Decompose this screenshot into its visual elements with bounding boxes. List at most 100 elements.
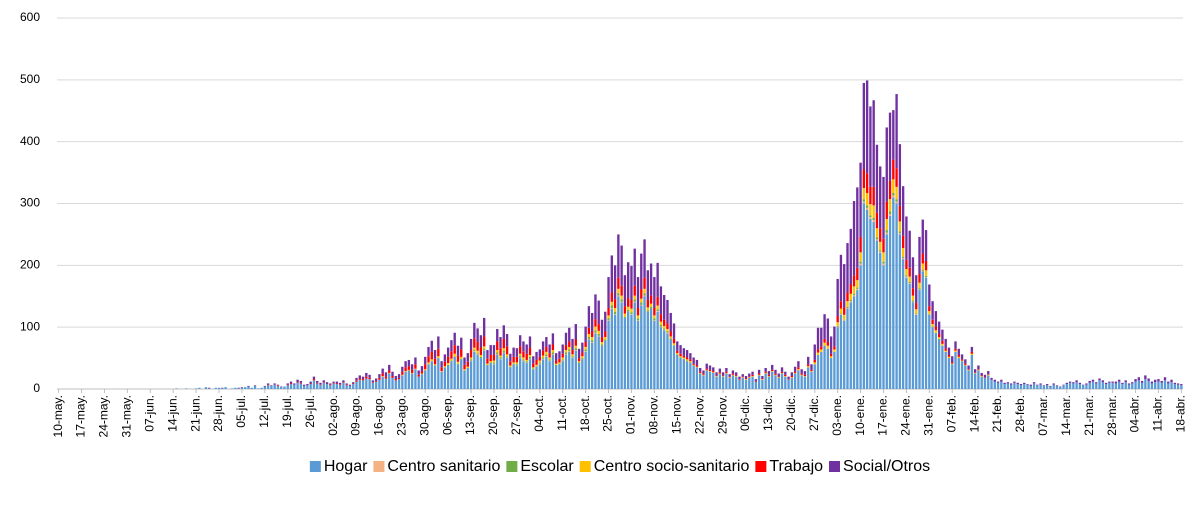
bar-segment — [384, 372, 388, 377]
bar-segment — [898, 234, 902, 389]
bar-segment — [424, 364, 427, 370]
bar-segment — [1131, 382, 1134, 384]
bar-segment — [646, 307, 650, 311]
bar-segment — [869, 186, 872, 205]
bar-segment — [332, 383, 335, 389]
bar-segment — [581, 352, 584, 357]
bar-segment — [849, 302, 852, 389]
bar-segment — [381, 368, 384, 374]
bar-segment — [951, 362, 954, 364]
bar-segment — [960, 361, 964, 389]
bar-segment — [388, 364, 391, 371]
bar-segment — [996, 382, 1000, 389]
bar-segment — [901, 259, 905, 389]
bar-segment — [643, 239, 646, 278]
bar-segment — [869, 215, 872, 218]
bar-segment — [280, 386, 283, 388]
bar-segment — [849, 299, 852, 302]
bar-segment — [836, 316, 839, 323]
bar-segment — [473, 338, 476, 348]
bar-segment — [787, 379, 790, 389]
x-tick-label: 13-sep. — [463, 395, 477, 435]
bar-segment — [715, 376, 718, 377]
bar-segment — [987, 374, 990, 376]
bar-segment — [427, 346, 430, 357]
bar-segment — [345, 383, 348, 385]
bar-segment — [633, 285, 636, 296]
bar-segment — [273, 383, 276, 385]
bar-segment — [568, 351, 571, 389]
bar-segment — [1055, 385, 1059, 389]
bar-segment — [954, 350, 957, 352]
bar-segment — [669, 339, 672, 389]
bar-segment — [623, 313, 627, 317]
bar-segment — [299, 380, 303, 383]
bar-segment — [987, 371, 990, 375]
bar-segment — [374, 381, 378, 389]
bar-segment — [568, 349, 571, 352]
bar-segment — [1068, 381, 1072, 383]
bar-segment — [967, 365, 970, 370]
bar-segment — [263, 385, 267, 387]
bar-segment — [924, 261, 928, 271]
bar-segment — [322, 380, 325, 383]
bar-segment — [581, 342, 584, 353]
bar-segment — [915, 313, 918, 315]
bar-segment — [538, 364, 541, 389]
x-tick-label: 24-may. — [97, 395, 111, 437]
bar-segment — [404, 371, 407, 389]
x-tick-label: 28-feb. — [1013, 395, 1027, 432]
bar-segment — [663, 329, 666, 331]
bar-segment — [391, 377, 394, 389]
bar-segment — [365, 376, 368, 379]
bar-segment — [446, 363, 450, 365]
bar-segment — [558, 363, 561, 365]
x-tick-label: 07-mar. — [1036, 395, 1050, 436]
bar-segment — [528, 359, 532, 389]
bar-segment — [921, 219, 924, 254]
bar-segment — [941, 329, 944, 341]
bar-segment — [823, 338, 826, 343]
legend: Hogar Centro sanitario Escolar Centro socio… — [309, 458, 930, 475]
bar-segment — [751, 371, 754, 375]
bar-segment — [335, 381, 339, 384]
bar-segment — [342, 382, 345, 389]
bar-segment — [443, 366, 447, 368]
bar-segment — [672, 345, 676, 389]
bar-segment — [388, 373, 391, 389]
bar-segment — [1101, 380, 1104, 383]
bar-segment — [895, 203, 898, 389]
bar-segment — [928, 314, 931, 315]
bar-segment — [633, 299, 636, 302]
bar-segment — [309, 381, 312, 384]
bar-segment — [954, 348, 957, 351]
bar-segment — [928, 311, 931, 315]
bar-segment — [679, 345, 682, 354]
bar-segment — [807, 364, 810, 367]
bar-segment — [1068, 382, 1072, 389]
bar-segment — [1088, 380, 1091, 383]
bar-segment — [895, 199, 898, 202]
bar-segment — [253, 385, 257, 389]
y-tick-label: 0 — [33, 381, 40, 395]
bar-segment — [247, 385, 250, 387]
bar-segment — [548, 359, 551, 361]
bar-segment — [708, 369, 712, 372]
y-tick-label: 400 — [20, 134, 40, 148]
bar-segment — [807, 367, 810, 389]
bar-segment — [561, 353, 564, 358]
bar-segment — [947, 347, 951, 355]
bar-segment — [518, 358, 522, 389]
bar-segment — [879, 228, 882, 242]
bar-segment — [659, 321, 663, 325]
bar-segment — [1049, 385, 1052, 387]
bar-segment — [607, 320, 610, 389]
legend-swatch — [309, 461, 321, 472]
bar-segment — [666, 299, 669, 324]
bar-segment — [649, 295, 653, 304]
bar-segment — [371, 382, 375, 383]
bar-segment — [977, 370, 980, 389]
bar-segment — [312, 376, 316, 380]
bar-segment — [911, 300, 915, 302]
bar-segment — [597, 330, 600, 334]
